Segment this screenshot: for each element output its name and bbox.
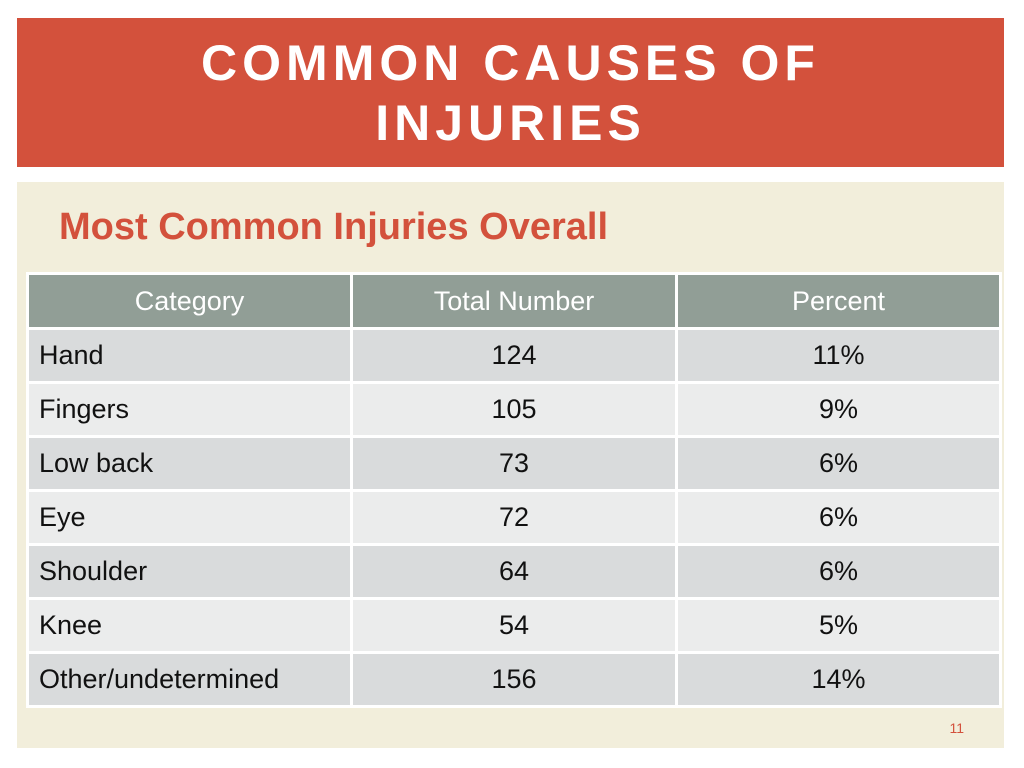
header-total-number: Total Number [350,272,678,330]
cell-category: Low back [26,435,353,492]
table-row: Knee 54 5% [26,597,1002,654]
cell-total: 124 [350,327,678,384]
slide-title: COMMON CAUSES OF INJURIES [201,34,820,151]
table-row: Shoulder 64 6% [26,543,1002,600]
cell-category: Shoulder [26,543,353,600]
table-row: Eye 72 6% [26,489,1002,546]
cell-category: Hand [26,327,353,384]
header-category: Category [26,272,353,330]
table-row: Hand 124 11% [26,327,1002,384]
cell-percent: 6% [675,489,1002,546]
cell-percent: 14% [675,651,1002,708]
table-row: Low back 73 6% [26,435,1002,492]
cell-percent: 6% [675,435,1002,492]
cell-category: Knee [26,597,353,654]
table-header-row: Category Total Number Percent [26,272,1002,330]
slide-subtitle: Most Common Injuries Overall [59,206,608,248]
cell-percent: 11% [675,327,1002,384]
cell-total: 72 [350,489,678,546]
page-number: 11 [949,720,964,736]
cell-total: 105 [350,381,678,438]
title-band: COMMON CAUSES OF INJURIES [17,18,1004,167]
cell-total: 54 [350,597,678,654]
table-row: Other/undetermined 156 14% [26,651,1002,708]
cell-category: Other/undetermined [26,651,353,708]
table-row: Fingers 105 9% [26,381,1002,438]
cell-percent: 9% [675,381,1002,438]
cell-total: 64 [350,543,678,600]
cell-total: 73 [350,435,678,492]
cell-percent: 6% [675,543,1002,600]
cell-category: Fingers [26,381,353,438]
header-percent: Percent [675,272,1002,330]
cell-total: 156 [350,651,678,708]
injury-table-container: Category Total Number Percent Hand 124 1… [26,272,1002,708]
injury-table: Category Total Number Percent Hand 124 1… [26,272,1002,708]
cell-percent: 5% [675,597,1002,654]
cell-category: Eye [26,489,353,546]
content-area: Most Common Injuries Overall Category To… [17,182,1004,748]
